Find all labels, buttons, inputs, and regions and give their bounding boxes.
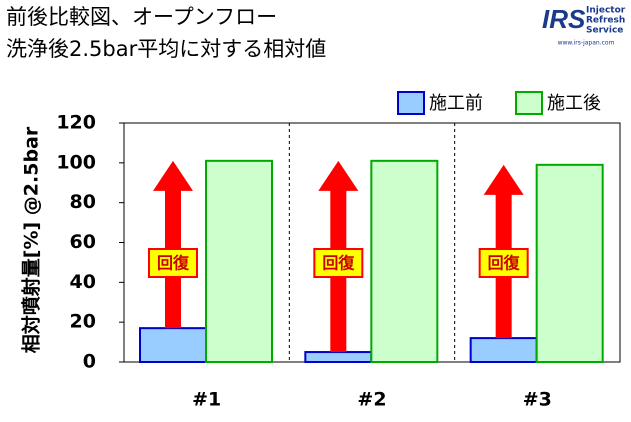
y-tick-label: 80 — [70, 191, 96, 213]
logo-mark: IRS — [542, 4, 586, 34]
logo: IRS Injector Refresh Service www.irs-jap… — [540, 4, 626, 47]
annotation-box — [478, 248, 529, 278]
bar — [205, 159, 273, 363]
title-line: 前後比較図、オープンフロー — [6, 5, 277, 29]
y-axis-label: 相対噴射量[%] @2.5bar — [20, 126, 43, 353]
arrow-head — [318, 160, 359, 191]
annotation-box — [148, 248, 198, 278]
bar — [139, 327, 207, 363]
logo-url: www.irs-japan.com — [558, 40, 615, 47]
annotation-box — [313, 248, 364, 278]
x-tick-label: #3 — [523, 389, 552, 411]
x-tick-label: #1 — [192, 389, 221, 411]
y-tick-label: 0 — [83, 351, 96, 373]
annotation: 回復 — [322, 254, 355, 273]
annotation: 回復 — [157, 254, 190, 273]
arrow-head — [483, 164, 524, 195]
legend-swatch — [397, 91, 425, 115]
bar — [469, 337, 538, 364]
y-tick-label: 120 — [56, 112, 96, 134]
y-tick-label: 60 — [70, 231, 96, 253]
y-tick-label: 100 — [56, 151, 96, 173]
y-tick-label: 20 — [70, 311, 96, 333]
x-tick-label: #2 — [357, 389, 386, 411]
title-line: 洗浄後2.5bar平均に対する相対値 — [6, 37, 326, 61]
logo-line: Service — [586, 26, 623, 36]
logo-line: Refresh — [586, 16, 625, 26]
logo-line: Injector — [586, 6, 626, 16]
legend-label: 施工前 — [429, 93, 483, 114]
arrow-head — [153, 160, 193, 191]
bar — [370, 159, 439, 363]
legend-swatch — [515, 91, 543, 115]
annotation: 回復 — [488, 254, 521, 273]
y-tick-label: 40 — [70, 271, 96, 293]
bar — [535, 163, 604, 363]
legend-label: 施工後 — [547, 93, 601, 114]
logo-box — [540, 5, 626, 45]
bar — [304, 351, 373, 363]
